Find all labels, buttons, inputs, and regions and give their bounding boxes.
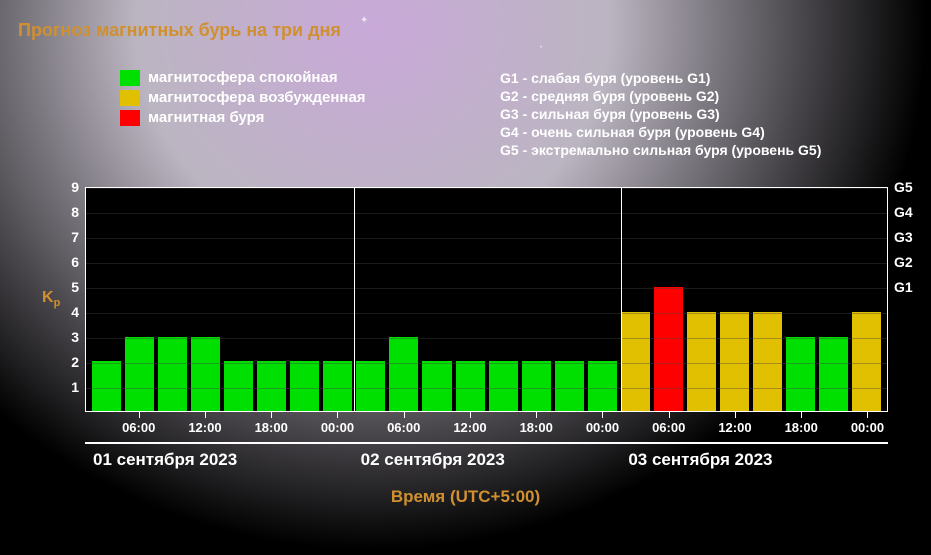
scale-g3: G3 - сильная буря (уровень G3) bbox=[500, 105, 900, 123]
xtick-time: 12:00 bbox=[718, 420, 751, 435]
scale-g1: G1 - слабая буря (уровень G1) bbox=[500, 69, 900, 87]
ytick-left: 3 bbox=[59, 329, 79, 345]
bar bbox=[786, 337, 815, 411]
bar bbox=[224, 361, 253, 411]
ytick-left: 7 bbox=[59, 229, 79, 245]
bar bbox=[422, 361, 451, 411]
ytick-left: 8 bbox=[59, 204, 79, 220]
legend-label-calm: магнитосфера спокойная bbox=[148, 69, 338, 86]
day-label: 02 сентября 2023 bbox=[353, 442, 621, 470]
bar bbox=[257, 361, 286, 411]
ytick-right: G1 bbox=[894, 279, 913, 295]
ytick-left: 2 bbox=[59, 354, 79, 370]
bar bbox=[687, 312, 716, 411]
ytick-right: G3 bbox=[894, 229, 913, 245]
scale-g4: G4 - очень сильная буря (уровень G4) bbox=[500, 123, 900, 141]
ytick-left: 1 bbox=[59, 379, 79, 395]
ytick-left: 4 bbox=[59, 304, 79, 320]
ytick-right: G4 bbox=[894, 204, 913, 220]
xtick-time: 18:00 bbox=[255, 420, 288, 435]
xtick-time: 06:00 bbox=[387, 420, 420, 435]
scale-g2: G2 - средняя буря (уровень G2) bbox=[500, 87, 900, 105]
legend-label-storm: магнитная буря bbox=[148, 109, 264, 126]
bar bbox=[720, 312, 749, 411]
bar bbox=[852, 312, 881, 411]
bar bbox=[819, 337, 848, 411]
bar bbox=[290, 361, 319, 411]
bar bbox=[555, 361, 584, 411]
xtick-time: 00:00 bbox=[851, 420, 884, 435]
xtick-time: 00:00 bbox=[586, 420, 619, 435]
legend-item-storm: магнитная буря bbox=[120, 109, 500, 126]
swatch-storm bbox=[120, 110, 140, 126]
bar bbox=[389, 337, 418, 411]
day-label: 03 сентября 2023 bbox=[620, 442, 888, 470]
bar bbox=[158, 337, 187, 411]
bar bbox=[489, 361, 518, 411]
legend-scale: G1 - слабая буря (уровень G1) G2 - средн… bbox=[500, 69, 900, 159]
kp-chart: Kp 1 2 3 4 5 6 7 8 9 G1 G2 G3 G4 G5 06:00 12:00 18:00 0… bbox=[0, 177, 931, 517]
ytick-right: G2 bbox=[894, 254, 913, 270]
bar bbox=[654, 287, 683, 411]
bar bbox=[191, 337, 220, 411]
page-title: Прогноз магнитных бурь на три дня bbox=[0, 0, 931, 41]
bar bbox=[522, 361, 551, 411]
bar bbox=[588, 361, 617, 411]
kp-axis-label: Kp bbox=[42, 289, 60, 309]
bar bbox=[621, 312, 650, 411]
bar bbox=[323, 361, 352, 411]
x-axis-title: Время (UTC+5:00) bbox=[0, 487, 931, 507]
xtick-time: 18:00 bbox=[785, 420, 818, 435]
scale-g5: G5 - экстремально сильная буря (уровень … bbox=[500, 141, 900, 159]
swatch-calm bbox=[120, 70, 140, 86]
swatch-excited bbox=[120, 90, 140, 106]
legend-item-excited: магнитосфера возбужденная bbox=[120, 89, 500, 106]
plot-area bbox=[85, 187, 888, 412]
xtick-time: 00:00 bbox=[321, 420, 354, 435]
day-labels: 01 сентября 202302 сентября 202303 сентя… bbox=[85, 442, 888, 470]
xtick-time: 12:00 bbox=[453, 420, 486, 435]
bar bbox=[125, 337, 154, 411]
xtick-time: 06:00 bbox=[122, 420, 155, 435]
ytick-left: 6 bbox=[59, 254, 79, 270]
legend-item-calm: магнитосфера спокойная bbox=[120, 69, 500, 86]
bar bbox=[92, 361, 121, 411]
xtick-time: 12:00 bbox=[188, 420, 221, 435]
bar bbox=[753, 312, 782, 411]
legend-label-excited: магнитосфера возбужденная bbox=[148, 89, 366, 106]
xtick-time: 18:00 bbox=[520, 420, 553, 435]
day-label: 01 сентября 2023 bbox=[85, 442, 353, 470]
ytick-left: 5 bbox=[59, 279, 79, 295]
ytick-right: G5 bbox=[894, 179, 913, 195]
xtick-time: 06:00 bbox=[652, 420, 685, 435]
bar bbox=[356, 361, 385, 411]
legend: магнитосфера спокойная магнитосфера возб… bbox=[0, 69, 931, 159]
ytick-left: 9 bbox=[59, 179, 79, 195]
bar bbox=[456, 361, 485, 411]
bars-container bbox=[86, 188, 887, 411]
